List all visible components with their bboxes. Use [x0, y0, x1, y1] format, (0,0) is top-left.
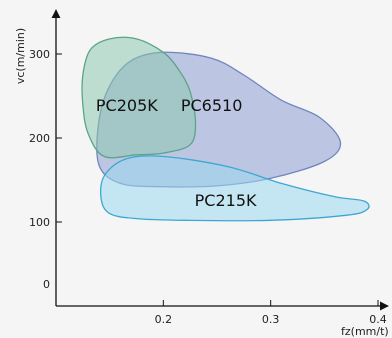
region-label-pc6510: PC6510: [181, 96, 243, 115]
region-pc205k: [81, 36, 197, 159]
region-pc215k: [99, 155, 370, 222]
region-label-pc205k: PC205K: [96, 96, 158, 115]
y-tick-label: 200: [29, 132, 50, 145]
regions: [81, 36, 370, 222]
ticks: 0 100 200 300 0.2 0.3 0.4: [29, 48, 387, 326]
y-tick-label: 300: [29, 48, 50, 61]
x-tick-label: 0.3: [262, 313, 280, 326]
region-label-pc215k: PC215K: [195, 191, 257, 210]
x-tick-label: 0.4: [369, 313, 387, 326]
x-axis-label: fz(mm/t): [341, 325, 389, 338]
x-tick-label: 0.2: [155, 313, 173, 326]
y-tick-label: 0: [43, 278, 50, 291]
y-axis-label: vc(m/min): [14, 28, 27, 84]
y-tick-label: 100: [29, 216, 50, 229]
region-labels: PC6510 PC205K PC215K: [96, 96, 257, 210]
